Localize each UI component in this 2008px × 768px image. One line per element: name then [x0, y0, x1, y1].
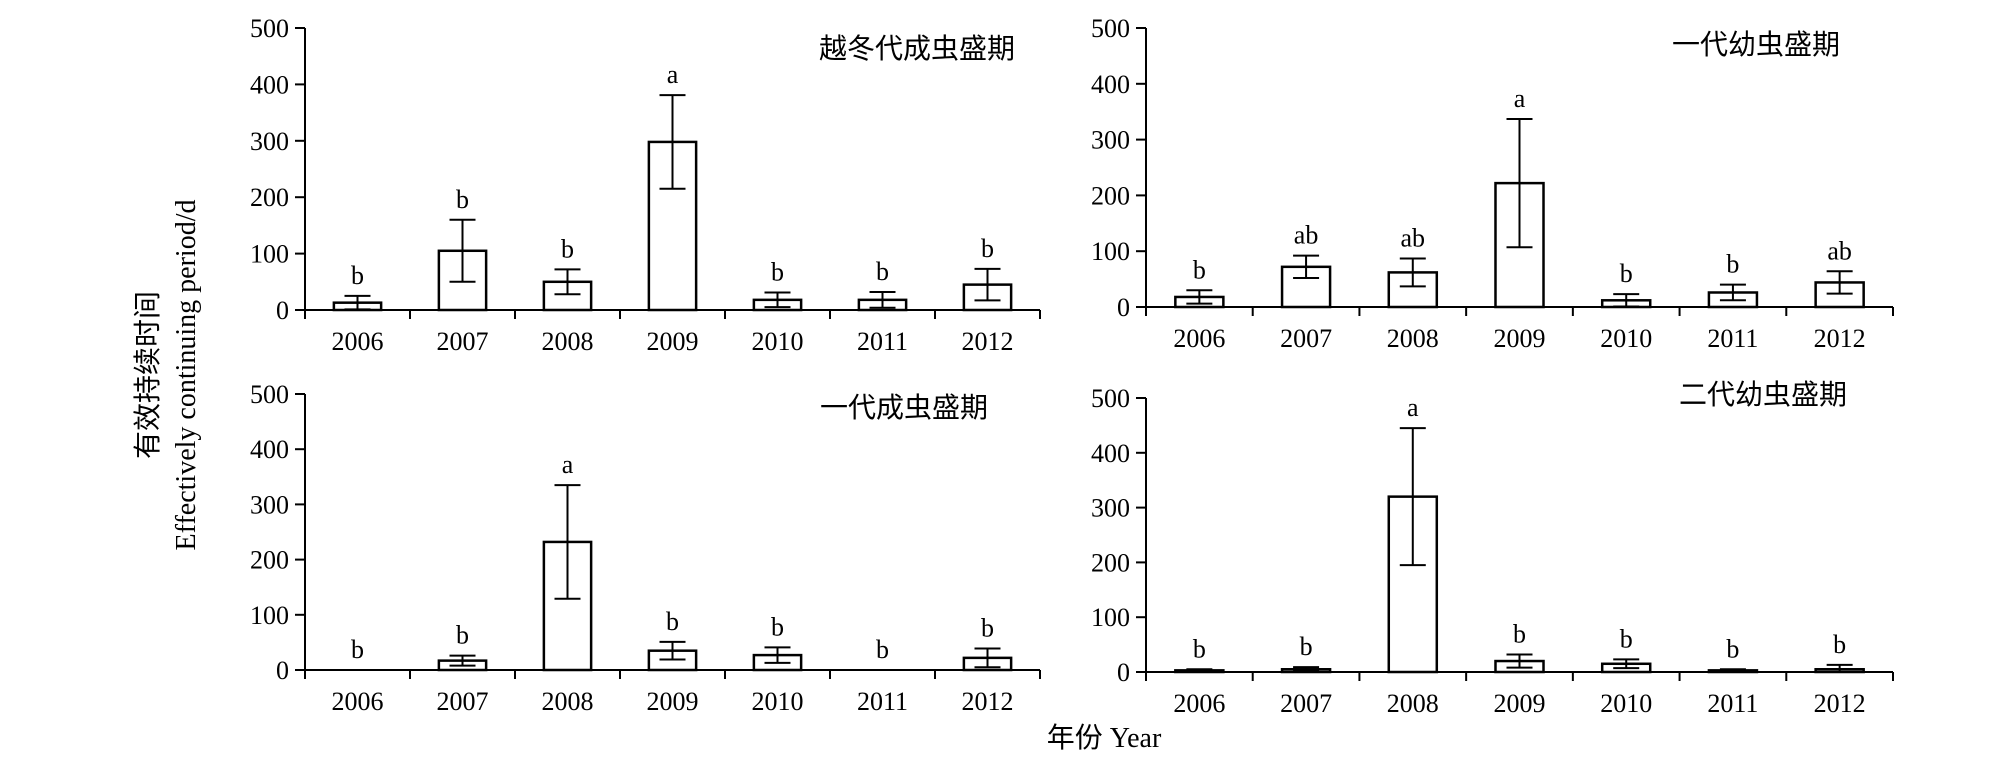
- significance-letter: a: [1407, 393, 1419, 422]
- y-tick-label: 200: [250, 546, 289, 575]
- x-tick-label: 2006: [332, 327, 384, 356]
- y-tick-label: 300: [1091, 494, 1130, 523]
- y-tick-label: 100: [1091, 603, 1130, 632]
- chart-panel: 0 100 200 300 400 500 b 2006 ab 2007 ab 2008 a 2009 b 2…: [1091, 14, 1894, 353]
- y-tick-label: 400: [1091, 439, 1130, 468]
- x-tick-label: 2009: [1494, 324, 1546, 353]
- x-tick-label: 2012: [962, 327, 1014, 356]
- panel-title: 越冬代成虫盛期: [819, 33, 1015, 65]
- significance-letter: b: [1513, 619, 1526, 648]
- x-tick-label: 2008: [1387, 689, 1439, 718]
- significance-letter: ab: [1401, 223, 1426, 252]
- x-tick-label: 2007: [1280, 324, 1332, 353]
- y-tick-label: 0: [1117, 293, 1130, 322]
- x-axis-title: 年份 Year: [1047, 722, 1162, 754]
- bar: [1387, 271, 1439, 309]
- significance-letter: b: [771, 612, 784, 641]
- y-tick-label: 200: [1091, 181, 1130, 210]
- y-axis-title-chinese: 有效持续时间: [132, 291, 164, 459]
- x-tick-label: 2007: [1280, 689, 1332, 718]
- x-tick-label: 2006: [1173, 689, 1225, 718]
- y-tick-label: 0: [276, 656, 289, 685]
- chart-panels: 0 100 200 300 400 500 b 2006 b 2007 b 2008 a 2009 b 201…: [250, 14, 1894, 718]
- y-tick-label: 100: [1091, 237, 1130, 266]
- significance-letter: b: [981, 234, 994, 263]
- x-tick-label: 2011: [1707, 689, 1758, 718]
- x-tick-label: 2008: [1387, 324, 1439, 353]
- significance-letter: b: [1300, 632, 1313, 661]
- significance-letter: b: [1726, 634, 1739, 663]
- y-tick-label: 0: [276, 296, 289, 325]
- x-tick-label: 2012: [962, 687, 1014, 716]
- significance-letter: b: [351, 261, 364, 290]
- y-tick-label: 100: [250, 601, 289, 630]
- y-tick-label: 300: [250, 490, 289, 519]
- panel-title: 二代幼虫盛期: [1679, 379, 1847, 411]
- significance-letter: b: [876, 635, 889, 664]
- y-tick-label: 100: [250, 240, 289, 269]
- x-tick-label: 2009: [1494, 689, 1546, 718]
- significance-letter: b: [1726, 250, 1739, 279]
- y-tick-label: 400: [250, 435, 289, 464]
- significance-letter: a: [667, 60, 679, 89]
- x-tick-label: 2010: [752, 327, 804, 356]
- chart-panel: 0 100 200 300 400 500 b 2006 b 2007 b 2008 a 2009 b 201…: [250, 14, 1041, 356]
- x-tick-label: 2011: [857, 687, 908, 716]
- x-tick-label: 2006: [1173, 324, 1225, 353]
- x-tick-label: 2009: [647, 687, 699, 716]
- significance-letter: a: [1514, 84, 1526, 113]
- y-tick-label: 200: [1091, 548, 1130, 577]
- x-tick-label: 2010: [1600, 324, 1652, 353]
- x-tick-label: 2012: [1814, 689, 1866, 718]
- chart-panel: 0 100 200 300 400 500 b 2006 b 2007 a 2008 b 2009 b 201…: [1091, 379, 1894, 718]
- significance-letter: b: [666, 607, 679, 636]
- significance-letter: b: [351, 635, 364, 664]
- y-tick-label: 500: [1091, 14, 1130, 43]
- x-tick-label: 2010: [752, 687, 804, 716]
- x-tick-label: 2007: [437, 327, 489, 356]
- x-tick-label: 2007: [437, 687, 489, 716]
- significance-letter: b: [456, 185, 469, 214]
- x-tick-label: 2011: [1707, 324, 1758, 353]
- significance-letter: b: [876, 257, 889, 286]
- significance-letter: b: [456, 621, 469, 650]
- significance-letter: b: [1193, 255, 1206, 284]
- y-tick-label: 500: [250, 14, 289, 43]
- y-axis-title-english: Effectively continuing period/d: [171, 200, 202, 551]
- y-tick-label: 500: [250, 380, 289, 409]
- x-tick-label: 2008: [542, 327, 594, 356]
- significance-letter: b: [771, 258, 784, 287]
- significance-letter: b: [1833, 630, 1846, 659]
- x-tick-label: 2008: [542, 687, 594, 716]
- significance-letter: ab: [1827, 236, 1852, 265]
- x-tick-label: 2009: [647, 327, 699, 356]
- y-tick-label: 500: [1091, 384, 1130, 413]
- x-tick-label: 2010: [1600, 689, 1652, 718]
- y-tick-label: 200: [250, 183, 289, 212]
- y-tick-label: 400: [1091, 70, 1130, 99]
- panel-title: 一代幼虫盛期: [1672, 29, 1840, 61]
- significance-letter: b: [561, 234, 574, 263]
- significance-letter: b: [1620, 624, 1633, 653]
- x-tick-label: 2011: [857, 327, 908, 356]
- significance-letter: b: [1620, 259, 1633, 288]
- y-tick-label: 400: [250, 70, 289, 99]
- y-tick-label: 300: [1091, 126, 1130, 155]
- chart-panel: 0 100 200 300 400 500 b 2006 b 2007 a 2008 b 2009 b 201…: [250, 380, 1041, 716]
- y-tick-label: 300: [250, 127, 289, 156]
- panel-title: 一代成虫盛期: [820, 392, 988, 424]
- x-tick-label: 2006: [332, 687, 384, 716]
- significance-letter: b: [1193, 634, 1206, 663]
- significance-letter: ab: [1294, 221, 1319, 250]
- x-tick-label: 2012: [1814, 324, 1866, 353]
- significance-letter: b: [981, 613, 994, 642]
- y-tick-label: 0: [1117, 658, 1130, 687]
- significance-letter: a: [562, 450, 574, 479]
